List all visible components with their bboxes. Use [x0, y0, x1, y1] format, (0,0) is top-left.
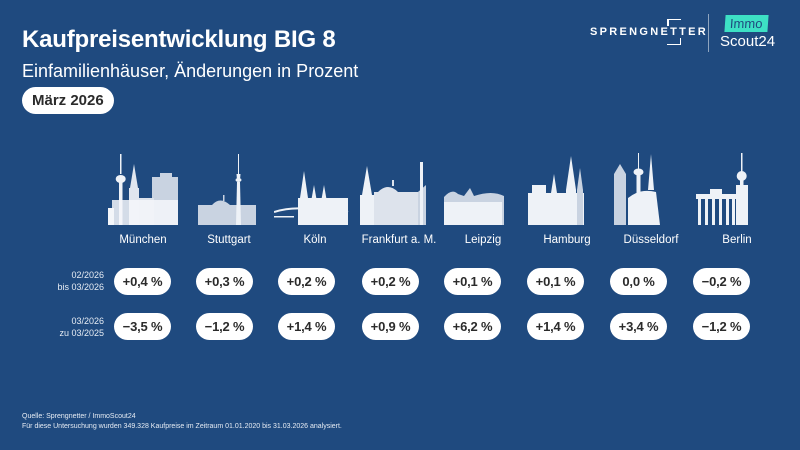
logo-area: SPRENGNETTER Immo Scout24	[570, 0, 800, 70]
footer: Quelle: Sprengnetter / ImmoScout24 Für d…	[22, 412, 342, 432]
city-column-muenchen: München	[102, 150, 184, 250]
city-column-leipzig: Leipzig	[442, 150, 524, 250]
city-name: München	[119, 234, 167, 246]
city-column-stuttgart: Stuttgart	[188, 150, 270, 250]
row-label-monthly: 02/2026 bis 03/2026	[20, 269, 104, 293]
skyline-muenchen-icon	[108, 154, 178, 225]
city-column-frankfurt: Frankfurt a. M.	[358, 150, 440, 250]
value-pill-stuttgart-monthly: +0,3 %	[196, 268, 253, 295]
sprengnetter-logo: SPRENGNETTER	[590, 26, 709, 38]
value-pill-stuttgart-yearly: −1,2 %	[196, 313, 253, 340]
row-label-line2: bis 03/2026	[57, 282, 104, 292]
value-pill-duesseldorf-monthly: 0,0 %	[610, 268, 667, 295]
sprengnetter-bracket-icon	[667, 19, 681, 45]
city-column-duesseldorf: Düsseldorf	[610, 150, 692, 250]
immoscout-logo-immo: Immo	[724, 15, 769, 32]
date-badge: März 2026	[22, 87, 114, 114]
city-name: Düsseldorf	[623, 234, 679, 246]
value-pill-leipzig-yearly: +6,2 %	[444, 313, 501, 340]
page-title: Kaufpreisentwicklung BIG 8	[22, 26, 336, 53]
city-column-berlin: Berlin	[696, 150, 778, 250]
page-subtitle: Einfamilienhäuser, Änderungen in Prozent	[22, 61, 359, 81]
skyline-stuttgart-icon	[198, 154, 256, 225]
row-label-line2: zu 03/2025	[59, 328, 104, 338]
value-pill-berlin-yearly: −1,2 %	[693, 313, 750, 340]
immoscout-logo-scout: Scout24	[720, 33, 776, 50]
city-header-row: München Stuttgart Köln	[0, 150, 800, 250]
city-name: Leipzig	[464, 234, 502, 246]
value-pill-duesseldorf-yearly: +3,4 %	[610, 313, 667, 340]
skyline-frankfurt-icon	[360, 162, 426, 225]
city-column-koeln: Köln	[274, 150, 356, 250]
value-pill-berlin-monthly: −0,2 %	[693, 268, 750, 295]
city-name: Stuttgart	[207, 234, 251, 246]
value-pill-leipzig-monthly: +0,1 %	[444, 268, 501, 295]
skyline-leipzig-icon	[444, 188, 504, 225]
city-name: Köln	[303, 234, 327, 246]
value-pill-hamburg-yearly: +1,4 %	[527, 313, 584, 340]
logo-divider	[708, 14, 709, 52]
city-name: Hamburg	[543, 234, 591, 246]
row-label-yearly: 03/2026 zu 03/2025	[20, 315, 104, 339]
skyline-hamburg-icon	[528, 156, 584, 225]
value-pill-koeln-monthly: +0,2 %	[278, 268, 335, 295]
methodology-note: Für diese Untersuchung wurden 349.328 Ka…	[22, 423, 342, 430]
value-pill-frankfurt-monthly: +0,2 %	[362, 268, 419, 295]
value-pill-frankfurt-yearly: +0,9 %	[362, 313, 419, 340]
city-name: Frankfurt a. M.	[361, 234, 437, 246]
skyline-berlin-icon	[696, 153, 748, 225]
source-note: Quelle: Sprengnetter / ImmoScout24	[22, 413, 136, 420]
value-pill-koeln-yearly: +1,4 %	[278, 313, 335, 340]
row-label-line1: 03/2026	[71, 316, 104, 326]
row-label-line1: 02/2026	[71, 270, 104, 280]
city-name: Berlin	[722, 234, 752, 246]
value-pill-muenchen-monthly: +0,4 %	[114, 268, 171, 295]
value-pill-muenchen-yearly: −3,5 %	[114, 313, 171, 340]
value-pill-hamburg-monthly: +0,1 %	[527, 268, 584, 295]
skyline-duesseldorf-icon	[614, 153, 660, 225]
city-column-hamburg: Hamburg	[526, 150, 608, 250]
skyline-koeln-icon	[274, 171, 349, 225]
